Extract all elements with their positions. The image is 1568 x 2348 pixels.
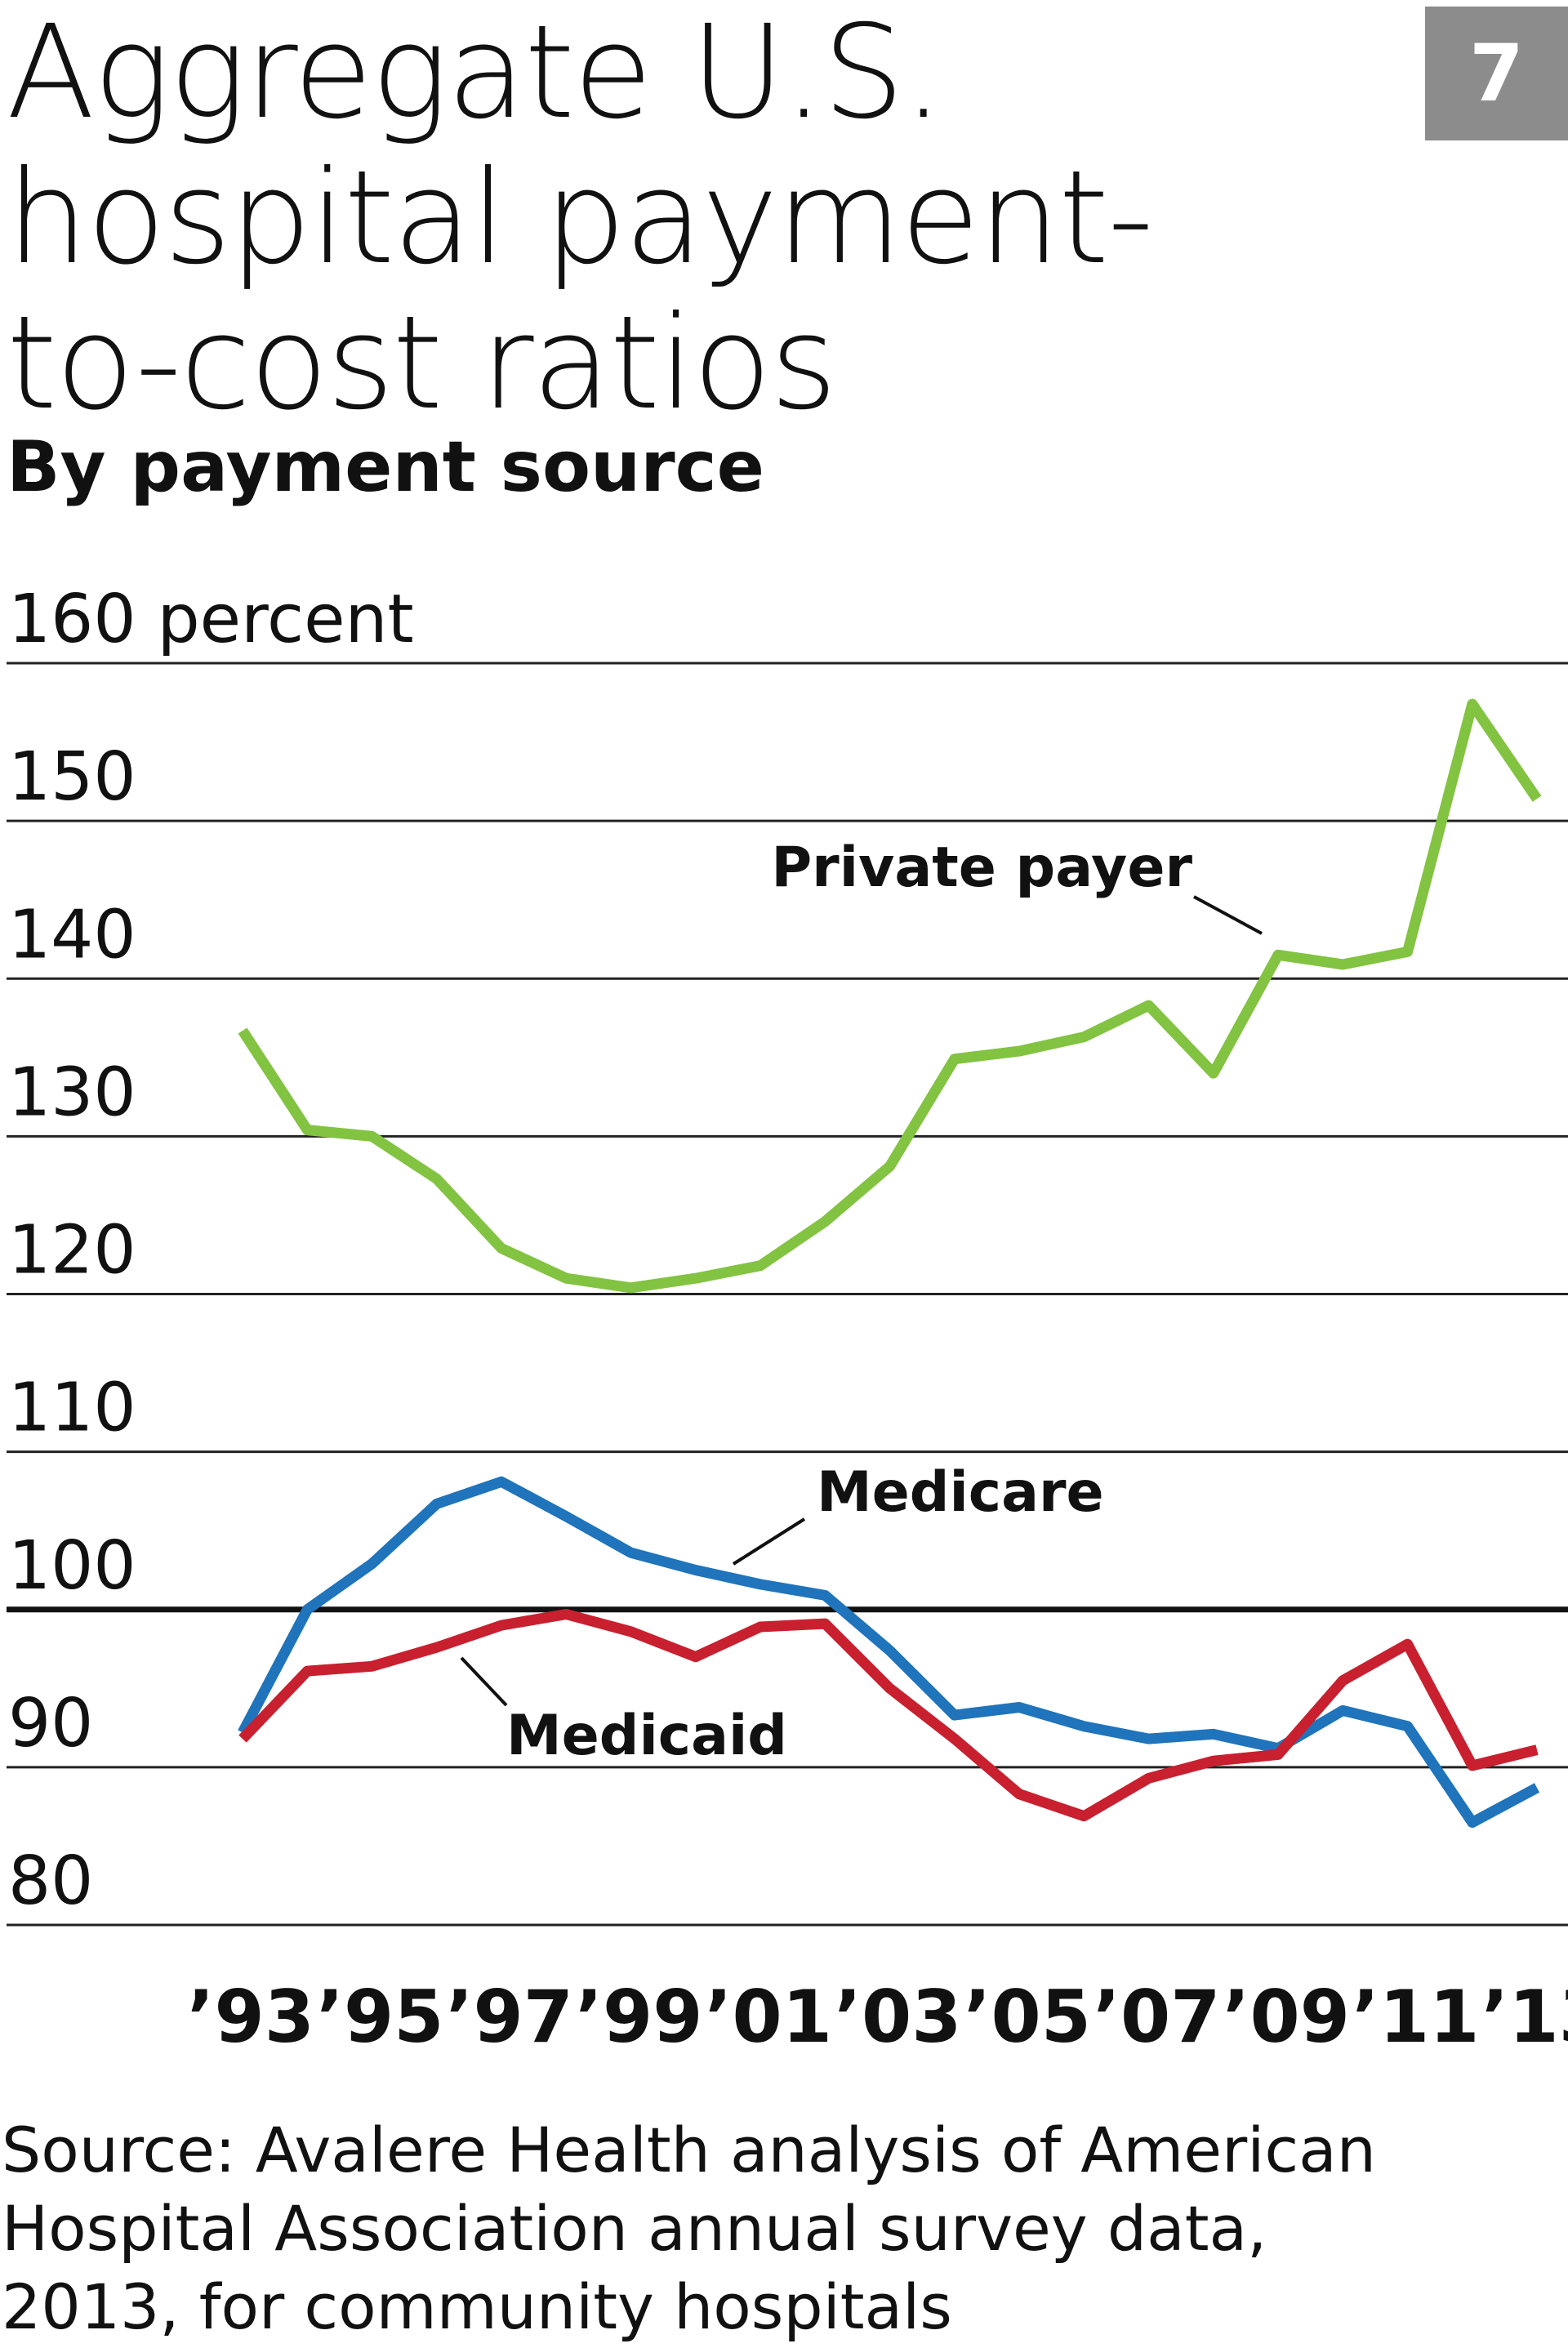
x-tick-label-2005: ’05 xyxy=(964,1975,1091,2059)
y-tick-label-100: 100 xyxy=(8,1527,136,1605)
x-tick-label-2011: ’11 xyxy=(1352,1975,1480,2059)
y-tick-label-110: 110 xyxy=(8,1370,136,1447)
series-line-private-payer xyxy=(238,698,1542,1294)
series-line-medicare xyxy=(238,1476,1540,1828)
y-tick-label-140: 140 xyxy=(8,896,136,974)
x-tick-label-2013: ’13 xyxy=(1481,1975,1568,2059)
series-line-medicaid xyxy=(238,1609,1539,1822)
x-tick-label-1993: ’93 xyxy=(187,1975,314,2059)
y-tick-label-150: 150 xyxy=(8,738,136,816)
x-tick-label-2007: ’07 xyxy=(1094,1975,1221,2059)
y-tick-label-160: 160 percent xyxy=(8,581,414,658)
x-tick-label-1999: ’99 xyxy=(576,1975,703,2059)
figure-number-badge: 7 xyxy=(1425,7,1568,140)
series-label-medicaid: Medicaid xyxy=(506,1704,787,1768)
series-label-medicare: Medicare xyxy=(817,1460,1104,1525)
chart-title: Aggregate U.S. hospital payment-to-cost … xyxy=(7,0,1154,439)
y-tick-label-90: 90 xyxy=(8,1685,93,1762)
series-label-private-payer: Private payer xyxy=(771,835,1192,900)
y-tick-label-120: 120 xyxy=(8,1212,136,1290)
source-note: Source: Avalere Health analysis of Ameri… xyxy=(2,2114,1376,2343)
x-tick-label-2009: ’09 xyxy=(1223,1975,1350,2059)
leader-line-medicare xyxy=(732,1517,806,1566)
leader-line-medicaid xyxy=(460,1656,508,1707)
y-tick-label-80: 80 xyxy=(8,1842,93,1920)
y-tick-label-130: 130 xyxy=(8,1054,136,1131)
x-tick-label-2003: ’03 xyxy=(835,1975,962,2059)
chart-subtitle: By payment source xyxy=(7,426,764,508)
leader-line-private-payer xyxy=(1193,895,1263,935)
x-tick-label-2001: ’01 xyxy=(705,1975,832,2059)
x-tick-label-1995: ’95 xyxy=(317,1975,444,2059)
x-tick-label-1997: ’97 xyxy=(446,1975,573,2059)
